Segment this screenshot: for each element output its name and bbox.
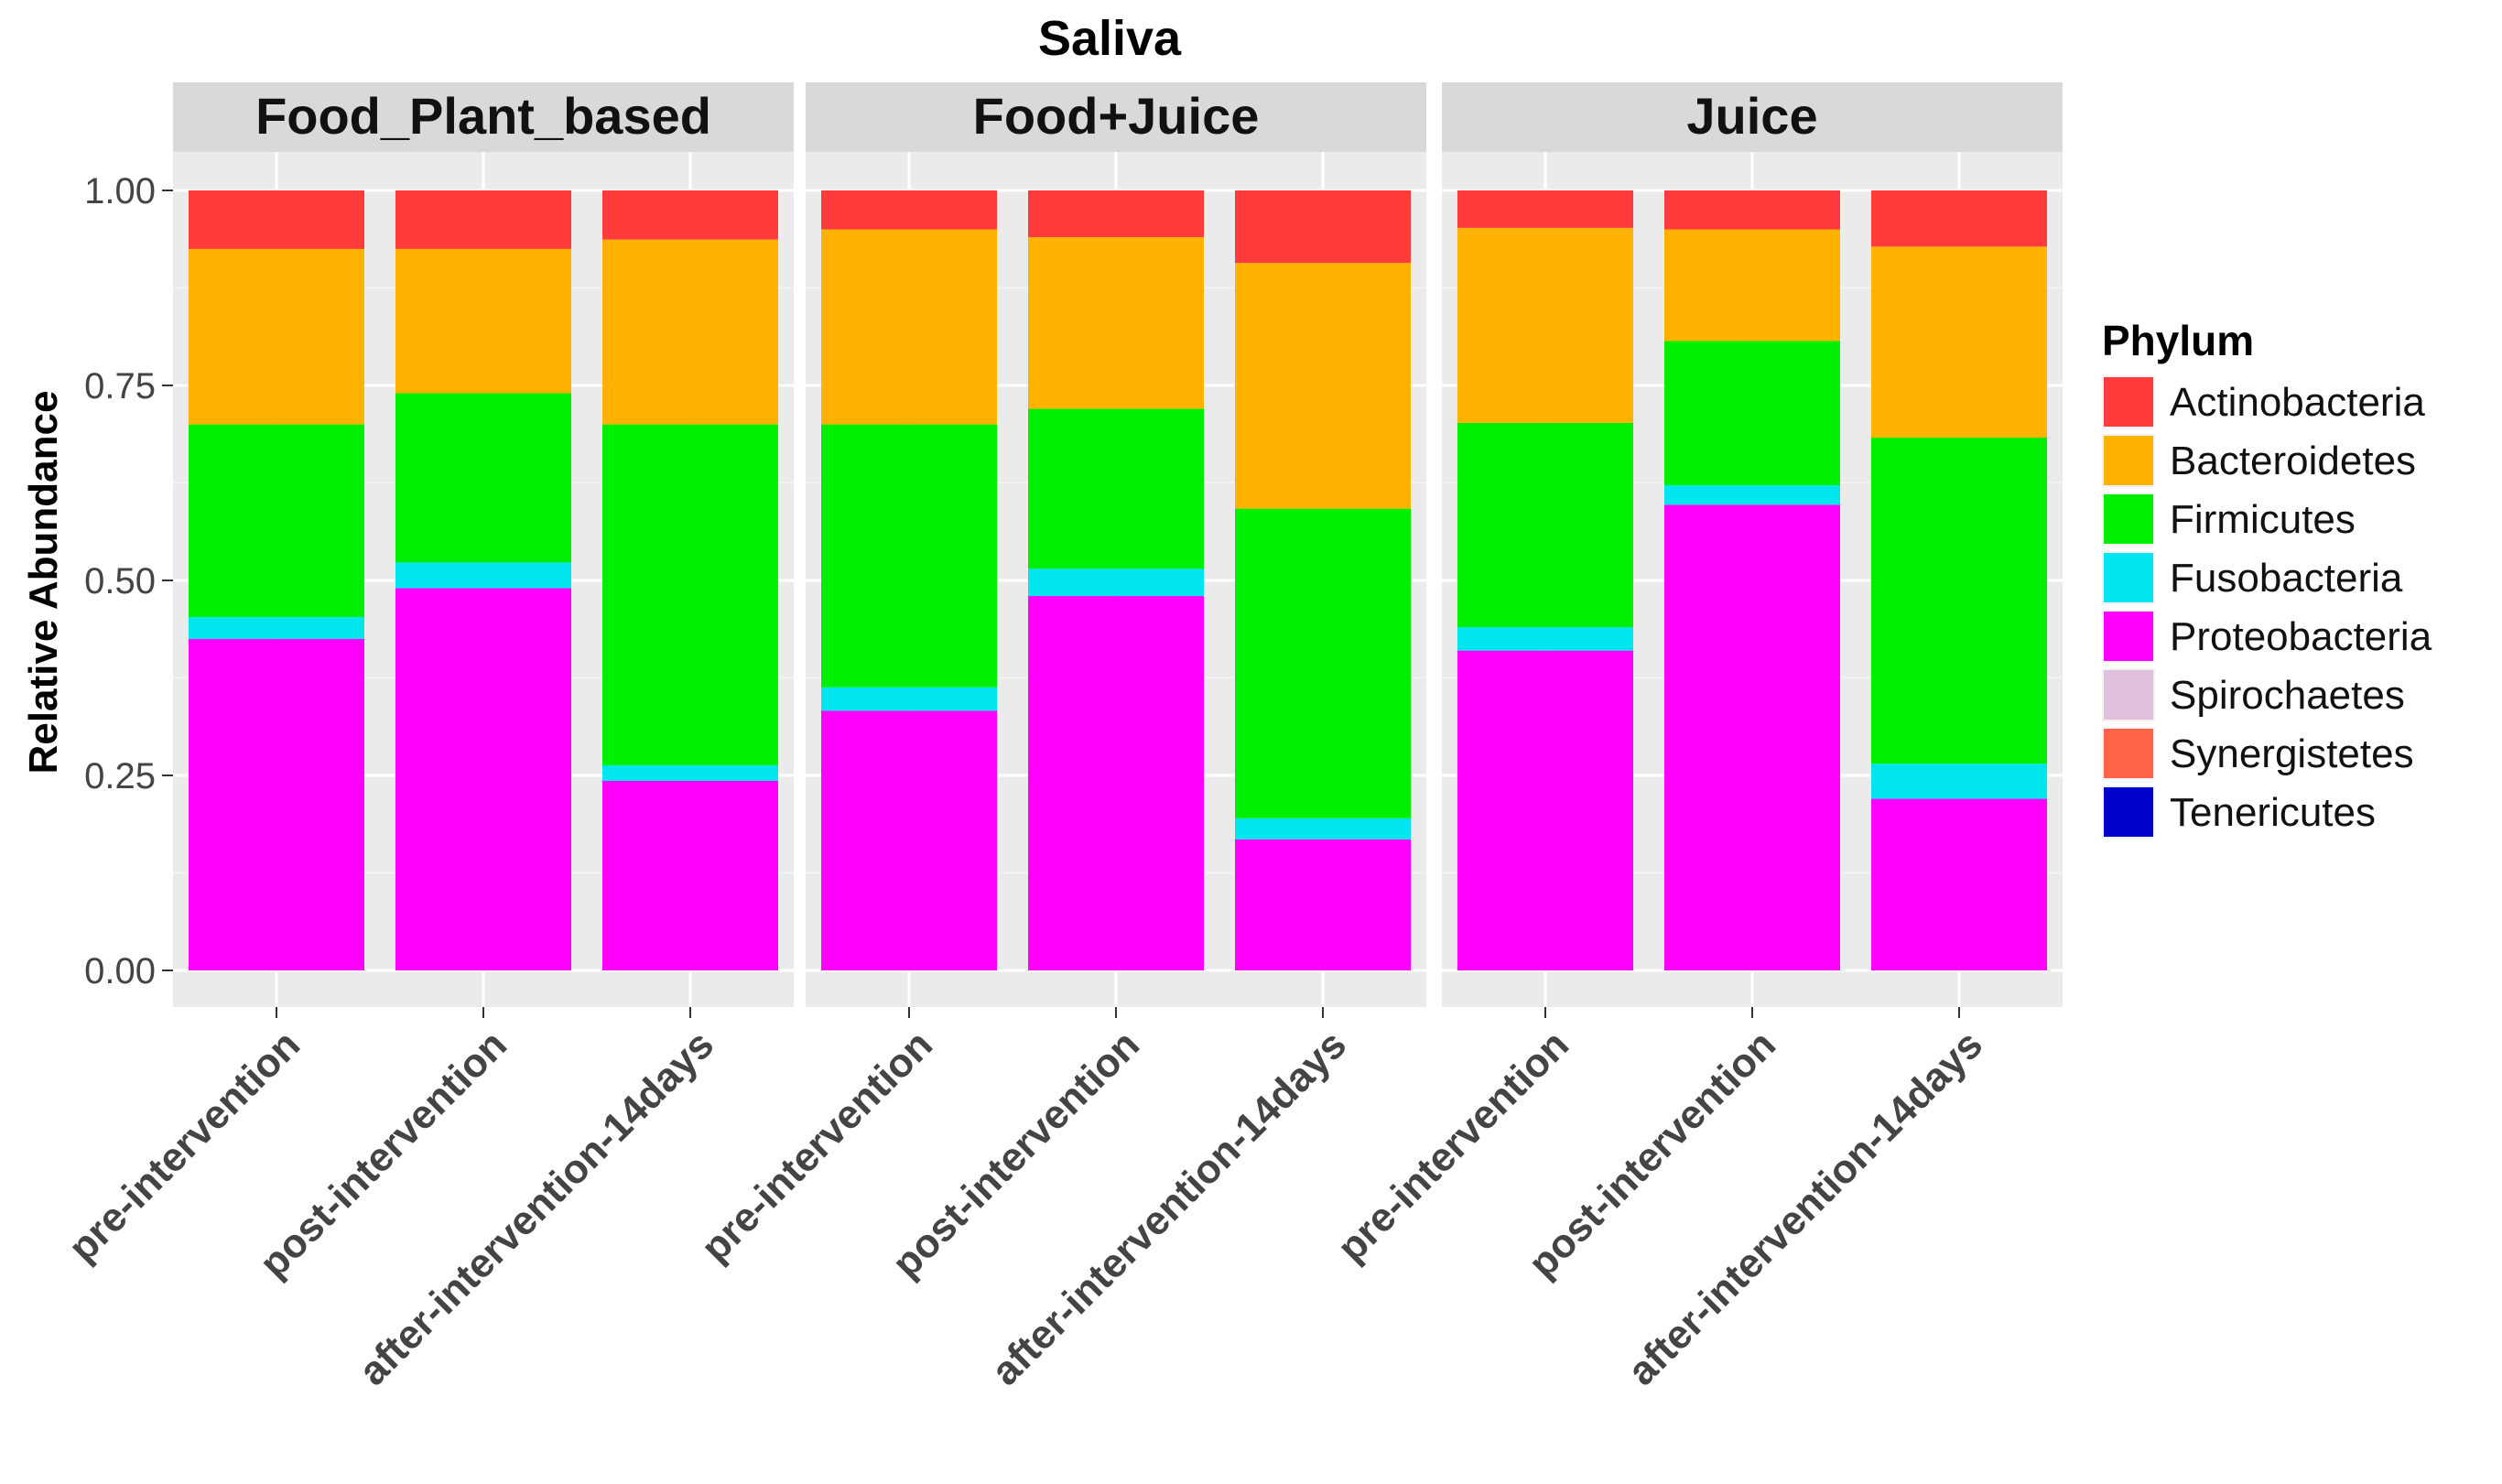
bar-segment-actinobacteria — [395, 190, 571, 249]
bar-segment-fusobacteria — [1235, 818, 1411, 839]
stacked-bar — [602, 190, 778, 970]
bar-segment-fusobacteria — [1457, 627, 1633, 651]
bar-segment-actinobacteria — [1871, 190, 2047, 247]
y-tick-label: 0.50 — [84, 561, 156, 601]
legend-label: Fusobacteria — [2170, 556, 2403, 601]
bar-segment-actinobacteria — [602, 190, 778, 240]
bar-segment-proteobacteria — [821, 710, 997, 970]
legend-swatch — [2104, 494, 2153, 544]
stacked-bar — [1235, 190, 1411, 970]
facet-strip-label: Juice — [1686, 87, 1817, 145]
legend-label: Firmicutes — [2170, 497, 2356, 542]
bar-segment-firmicutes — [602, 424, 778, 765]
y-axis: 0.00 0.25 0.50 0.75 1.00 — [84, 171, 173, 991]
bar-segment-actinobacteria — [1235, 190, 1411, 264]
facet-strip-label: Food_Plant_based — [255, 87, 711, 145]
bar-segment-fusobacteria — [1028, 569, 1204, 597]
bar-segment-proteobacteria — [1871, 798, 2047, 970]
legend-swatch — [2104, 377, 2153, 427]
bar-segment-bacteroidetes — [395, 248, 571, 394]
legend-swatch — [2104, 670, 2153, 720]
stacked-bar — [821, 190, 997, 970]
bar-segment-bacteroidetes — [602, 239, 778, 425]
bar-segment-proteobacteria — [1028, 596, 1204, 970]
bar-segment-actinobacteria — [189, 190, 364, 249]
legend-label: Spirochaetes — [2170, 673, 2405, 718]
y-tick-label: 0.75 — [84, 366, 156, 406]
bar-segment-firmicutes — [1664, 341, 1840, 486]
bar-segment-proteobacteria — [395, 588, 571, 970]
bar-segment-proteobacteria — [1457, 650, 1633, 970]
stacked-bar — [1457, 190, 1633, 970]
stacked-bar — [395, 190, 571, 970]
bar-segment-fusobacteria — [1871, 764, 2047, 799]
y-tick-label: 0.00 — [84, 951, 156, 991]
legend-label: Synergistetes — [2170, 731, 2414, 776]
facet-strip — [806, 82, 1426, 152]
bar-segment-firmicutes — [1871, 438, 2047, 764]
y-axis-label: Relative Abundance — [21, 391, 66, 774]
bar-segment-bacteroidetes — [1457, 227, 1633, 423]
bar-segment-fusobacteria — [1664, 485, 1840, 505]
legend-swatch — [2104, 436, 2153, 485]
chart-title: Saliva — [1038, 11, 1182, 66]
legend-label: Actinobacteria — [2170, 380, 2425, 425]
legend-title: Phylum — [2102, 317, 2254, 364]
facet-panels: Food_Plant_basedpre-interventionpost-int… — [60, 82, 2063, 1394]
bar-segment-firmicutes — [395, 393, 571, 563]
bar-segment-bacteroidetes — [1871, 246, 2047, 439]
facet-strip — [1442, 82, 2063, 152]
y-tick-label: 1.00 — [84, 171, 156, 211]
legend-swatch — [2104, 729, 2153, 778]
bar-segment-firmicutes — [821, 424, 997, 688]
bar-segment-bacteroidetes — [821, 229, 997, 425]
bar-segment-fusobacteria — [395, 562, 571, 589]
bar-segment-actinobacteria — [1457, 190, 1633, 228]
bar-segment-bacteroidetes — [189, 248, 364, 425]
bar-segment-proteobacteria — [1235, 839, 1411, 970]
bar-segment-proteobacteria — [189, 638, 364, 970]
legend-swatch — [2104, 553, 2153, 602]
legend-label: Bacteroidetes — [2170, 439, 2416, 483]
bar-segment-fusobacteria — [189, 617, 364, 639]
legend-label: Proteobacteria — [2170, 614, 2432, 659]
bar-segment-proteobacteria — [602, 780, 778, 970]
bar-segment-firmicutes — [189, 424, 364, 618]
stacked-bar — [1664, 190, 1840, 970]
bar-segment-fusobacteria — [602, 764, 778, 781]
y-tick-label: 0.25 — [84, 756, 156, 796]
legend-swatch — [2104, 612, 2153, 661]
bar-segment-firmicutes — [1028, 408, 1204, 569]
facet-strip-label: Food+Juice — [973, 87, 1260, 145]
bar-segment-fusobacteria — [821, 687, 997, 711]
legend-swatch — [2104, 787, 2153, 837]
legend: Phylum Actinobacteria Bacteroidetes Firmicu… — [2102, 317, 2432, 839]
stacked-bar — [1028, 190, 1204, 970]
bar-segment-bacteroidetes — [1235, 263, 1411, 509]
stacked-bar — [1871, 190, 2047, 970]
bar-segment-bacteroidetes — [1664, 229, 1840, 341]
bar-segment-actinobacteria — [821, 190, 997, 230]
facet-strip — [173, 82, 794, 152]
bar-segment-bacteroidetes — [1028, 237, 1204, 409]
legend-label: Tenericutes — [2170, 790, 2376, 835]
bar-segment-firmicutes — [1457, 422, 1633, 628]
bar-segment-firmicutes — [1235, 508, 1411, 818]
bar-segment-actinobacteria — [1664, 190, 1840, 230]
stacked-bar — [189, 190, 364, 970]
facet-panel-2: Juicepre-interventionpost-interventionaf… — [1329, 82, 2063, 1394]
bar-segment-proteobacteria — [1664, 504, 1840, 970]
bar-segment-actinobacteria — [1028, 190, 1204, 238]
